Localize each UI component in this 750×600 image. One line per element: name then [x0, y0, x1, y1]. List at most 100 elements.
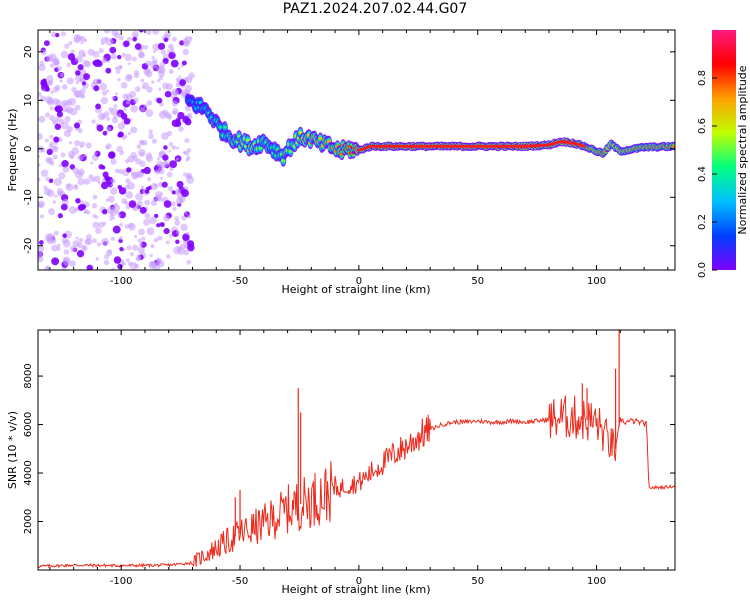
noise-point: [120, 81, 128, 89]
noise-point: [46, 235, 53, 243]
noise-point: [172, 108, 179, 115]
noise-point: [157, 260, 165, 268]
noise-point: [168, 142, 174, 147]
noise-point: [150, 182, 158, 191]
noise-point: [178, 126, 184, 132]
noise-point: [158, 87, 162, 91]
noise-point: [71, 147, 80, 156]
noise-point: [117, 77, 121, 82]
noise-point: [169, 160, 178, 169]
noise-point: [113, 32, 121, 39]
noise-point: [149, 262, 154, 266]
noise-point: [169, 167, 174, 172]
y-tick-label: 10: [23, 94, 34, 107]
noise-point: [129, 262, 138, 270]
noise-point: [66, 77, 74, 85]
noise-point: [128, 200, 137, 208]
noise-point: [120, 112, 128, 120]
noise-point: [140, 185, 145, 189]
noise-point: [38, 245, 45, 253]
ridge-core: [318, 136, 323, 141]
noise-point: [117, 263, 123, 270]
noise-point: [123, 134, 128, 139]
noise-point: [143, 104, 148, 108]
noise-point: [163, 145, 168, 150]
noise-point: [61, 159, 69, 168]
noise-point: [92, 221, 100, 229]
y-tick-label: 0: [23, 146, 34, 152]
noise-point: [107, 195, 115, 203]
noise-point: [165, 161, 170, 165]
noise-point: [117, 122, 126, 130]
noise-point: [186, 231, 190, 235]
noise-point: [118, 211, 126, 219]
noise-point: [149, 216, 157, 225]
ridge-peak: [524, 143, 551, 148]
noise-point: [63, 258, 71, 266]
noise-point: [166, 130, 173, 136]
noise-point: [99, 82, 108, 91]
noise-point: [82, 246, 87, 250]
colorbar-tick-label: 0.8: [697, 70, 708, 86]
noise-point: [128, 222, 136, 231]
noise-point: [146, 227, 155, 236]
noise-point: [144, 199, 151, 206]
noise-point: [96, 60, 103, 67]
x-tick-label: -50: [232, 276, 248, 287]
x-tick-label: -50: [232, 576, 248, 587]
spectrogram-frame: [37, 29, 676, 271]
noise-point: [98, 48, 104, 54]
noise-point: [178, 195, 186, 203]
noise-point: [60, 152, 66, 158]
noise-point: [171, 100, 178, 107]
noise-point: [110, 267, 116, 270]
noise-point: [116, 54, 122, 60]
noise-point: [133, 234, 138, 239]
noise-point: [151, 55, 155, 60]
noise-point: [101, 165, 106, 170]
noise-point: [187, 174, 191, 178]
noise-point: [46, 75, 54, 82]
ridge-core: [218, 125, 223, 129]
noise-point: [135, 192, 144, 201]
noise-point: [127, 182, 135, 190]
colorbar-tick-label: 0.2: [697, 214, 708, 230]
noise-point: [154, 213, 159, 219]
noise-point: [176, 230, 180, 235]
noise-point: [111, 117, 118, 124]
noise-point: [38, 251, 43, 260]
noise-point: [114, 92, 119, 96]
noise-point: [52, 145, 59, 153]
noise-point: [109, 217, 113, 222]
x-tick-label: 50: [471, 276, 484, 287]
noise-point: [106, 89, 110, 93]
noise-point: [86, 210, 91, 215]
noise-point: [51, 244, 59, 252]
noise-point: [110, 53, 117, 60]
noise-point: [177, 111, 185, 120]
noise-point: [144, 189, 150, 194]
noise-point: [176, 245, 183, 252]
ridge-peak: [547, 140, 563, 147]
y-tick-label: 6000: [23, 412, 34, 437]
x-tick-label: 100: [587, 276, 606, 287]
spectrogram-marks: [38, 30, 675, 270]
noise-point: [61, 83, 68, 90]
noise-point: [145, 154, 153, 163]
noise-point: [115, 69, 121, 75]
noise-point: [138, 51, 145, 58]
noise-point: [96, 242, 102, 247]
ridge-core: [298, 131, 303, 135]
noise-point: [90, 161, 94, 165]
noise-point: [171, 145, 177, 150]
noise-point: [149, 253, 153, 258]
noise-point: [50, 90, 54, 94]
noise-point: [55, 105, 63, 113]
noise-point: [166, 171, 173, 178]
noise-point: [44, 138, 49, 143]
noise-point: [136, 144, 142, 149]
noise-point: [169, 91, 178, 99]
noise-point: [58, 172, 66, 180]
